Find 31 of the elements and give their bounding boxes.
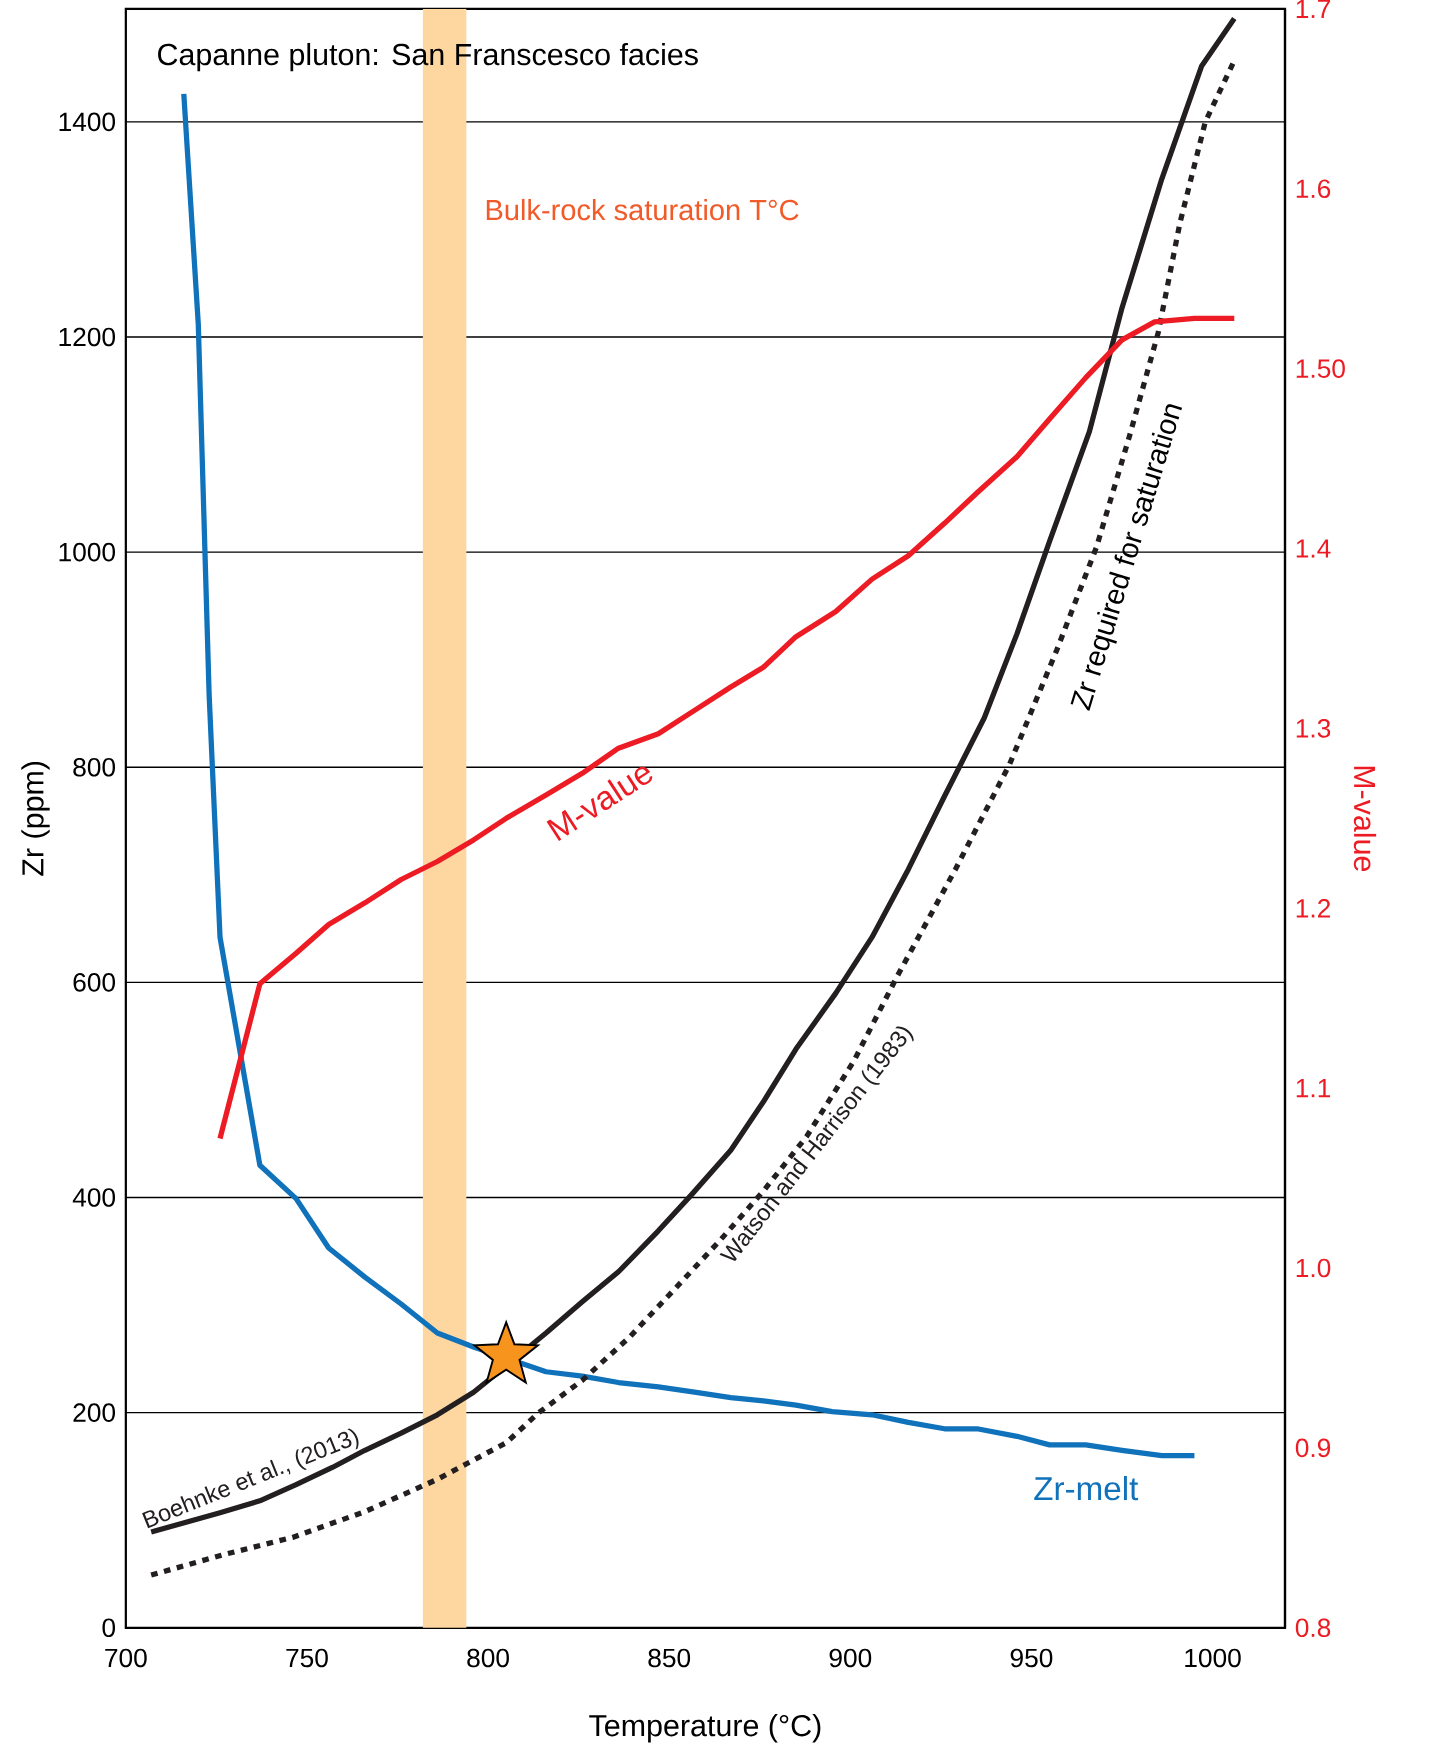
y2-tick-label: 0.9 [1295,1438,1331,1458]
y-tick-label: 200 [73,1403,116,1422]
y2-tick-label: 1.1 [1296,1079,1331,1098]
y2-tick-label: 1.3 [1296,719,1331,738]
x-tick-label: 750 [286,1648,328,1668]
x-tick-label: 850 [648,1648,691,1668]
x-tick-label: 950 [1010,1648,1053,1668]
y2-tick-label: 1.7 [1296,0,1331,18]
x-axis-title: Temperature (°C) [589,1714,821,1743]
y2-tick-label: 1.0 [1296,1258,1331,1278]
y-axis-title: Zr (ppm) [21,761,50,876]
x-tick-label: 800 [467,1648,510,1668]
y-tick-label: 1200 [59,327,116,347]
y2-tick-label: 1.6 [1296,179,1331,199]
y-tick-label: 0 [102,1618,116,1638]
x-tick-label: 700 [105,1648,147,1668]
band-label: Bulk-rock saturation T°C [486,198,799,221]
series-label: Zr-melt [1034,1476,1139,1501]
y-tick-label: 800 [73,757,116,777]
y-tick-label: 400 [72,1188,116,1207]
y2-tick-label: 1.4 [1296,539,1331,558]
y-tick-label: 1000 [59,542,116,562]
y2-tick-label: 1.2 [1296,899,1331,918]
y-tick-label: 1400 [59,112,116,132]
x-tick-label: 900 [829,1648,872,1668]
y2-tick-label: 0.8 [1295,1618,1331,1638]
y2-tick-label: 1.50 [1296,359,1345,378]
x-tick-label: 1000 [1185,1648,1241,1668]
text: Capanne pluton: San Franscesco facies [158,42,698,72]
y-tick-label: 600 [73,973,116,992]
y2-axis-title: M-value [1353,766,1377,872]
